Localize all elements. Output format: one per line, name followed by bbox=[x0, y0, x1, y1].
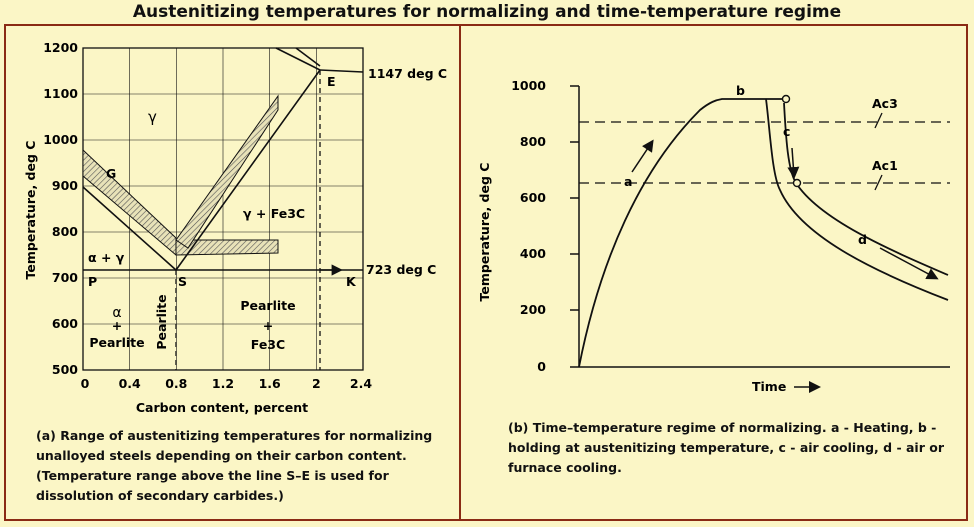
ytick: 1000 bbox=[511, 78, 546, 93]
holding-end-marker bbox=[781, 94, 791, 104]
label-alpha: α bbox=[112, 305, 121, 321]
ytick: 600 bbox=[52, 316, 78, 331]
ytick: 1000 bbox=[43, 132, 78, 147]
phase-region-labels: γ G α + γ γ + Fe3C E P S K 1147 deg C 72… bbox=[88, 66, 447, 352]
label-pearlite-vertical: Pearlite bbox=[154, 294, 169, 349]
phase-dashed-lines bbox=[175, 70, 321, 370]
normalizing-band-eutectoid bbox=[175, 239, 279, 256]
label-ac3: Ac3 bbox=[872, 96, 898, 111]
ac1-leader bbox=[874, 174, 883, 191]
label-s: S bbox=[178, 274, 187, 289]
phase-xticks: 0 0.4 0.8 1.2 1.6 2 2.4 bbox=[81, 376, 373, 391]
xtick: 0.4 bbox=[119, 376, 141, 391]
normalizing-band-hyper bbox=[175, 94, 279, 249]
cooling-curve-d bbox=[783, 102, 949, 276]
tt-xlabel: Time bbox=[752, 379, 786, 394]
tt-labels: a b c d Ac3 Ac1 bbox=[624, 83, 898, 247]
phase-diagram: 1200 1100 1000 900 800 700 600 500 0 0.4… bbox=[23, 40, 447, 415]
label-1147: 1147 deg C bbox=[368, 66, 447, 81]
ytick: 500 bbox=[52, 362, 78, 377]
xtick: 1.6 bbox=[259, 376, 281, 391]
tt-yticks-marks bbox=[570, 85, 579, 368]
label-k: K bbox=[346, 274, 357, 289]
xtick: 1.2 bbox=[212, 376, 234, 391]
figure-title: Austenitizing temperatures for normalizi… bbox=[132, 2, 842, 22]
label-plus-2: + bbox=[263, 318, 273, 333]
ytick: 800 bbox=[520, 134, 546, 149]
xtick: 0.8 bbox=[165, 376, 187, 391]
panel-divider bbox=[459, 24, 461, 521]
label-d: d bbox=[858, 232, 867, 247]
ytick: 200 bbox=[520, 302, 546, 317]
ytick: 600 bbox=[520, 190, 546, 205]
ytick: 1100 bbox=[43, 86, 78, 101]
xtick: 0 bbox=[81, 376, 90, 391]
label-p: P bbox=[88, 274, 97, 289]
label-a: a bbox=[624, 174, 632, 189]
phase-yticks: 1200 1100 1000 900 800 700 600 500 bbox=[43, 40, 78, 377]
ytick: 900 bbox=[52, 178, 78, 193]
furnace-arrow-icon bbox=[879, 247, 939, 280]
ytick: 0 bbox=[537, 359, 546, 374]
ytick: 800 bbox=[52, 224, 78, 239]
label-pearlite-2: Pearlite bbox=[240, 298, 295, 313]
cooling-arrow-icon bbox=[787, 147, 800, 179]
ytick: 700 bbox=[52, 270, 78, 285]
ac1-cross-marker bbox=[792, 178, 802, 188]
label-c: c bbox=[783, 124, 790, 139]
label-fe3c: Fe3C bbox=[251, 337, 285, 352]
ac3-leader bbox=[874, 112, 883, 129]
label-e: E bbox=[327, 74, 336, 89]
label-ac1: Ac1 bbox=[872, 158, 898, 173]
tt-ylabel: Temperature, deg C bbox=[477, 163, 492, 302]
heating-arrow-icon bbox=[631, 139, 654, 173]
time-temperature-chart: 1000 800 600 400 200 0 Temperature, deg … bbox=[477, 78, 950, 394]
label-723: 723 deg C bbox=[366, 262, 436, 277]
label-b: b bbox=[736, 83, 745, 98]
label-alpha-gamma: α + γ bbox=[88, 250, 125, 265]
tt-yticks: 1000 800 600 400 200 0 bbox=[511, 78, 546, 374]
heating-holding-curve bbox=[578, 98, 786, 368]
label-plus-1: + bbox=[112, 318, 122, 333]
label-pearlite-1: Pearlite bbox=[89, 335, 144, 350]
xtick: 2 bbox=[312, 376, 321, 391]
phase-xlabel: Carbon content, percent bbox=[136, 400, 308, 415]
caption-b: (b) Time–temperature regime of normalizi… bbox=[508, 420, 944, 475]
label-g: G bbox=[106, 166, 116, 181]
ytick: 1200 bbox=[43, 40, 78, 55]
cooling-curve-c bbox=[765, 98, 949, 301]
label-gamma-fe3c: γ + Fe3C bbox=[243, 206, 305, 221]
caption-a: (a) Range of austenitizing temperatures … bbox=[36, 428, 433, 503]
phase-ylabel: Temperature, deg C bbox=[23, 141, 38, 280]
label-gamma: γ bbox=[148, 108, 157, 126]
ytick: 400 bbox=[520, 246, 546, 261]
xtick: 2.4 bbox=[350, 376, 372, 391]
figure-frame bbox=[4, 24, 968, 521]
